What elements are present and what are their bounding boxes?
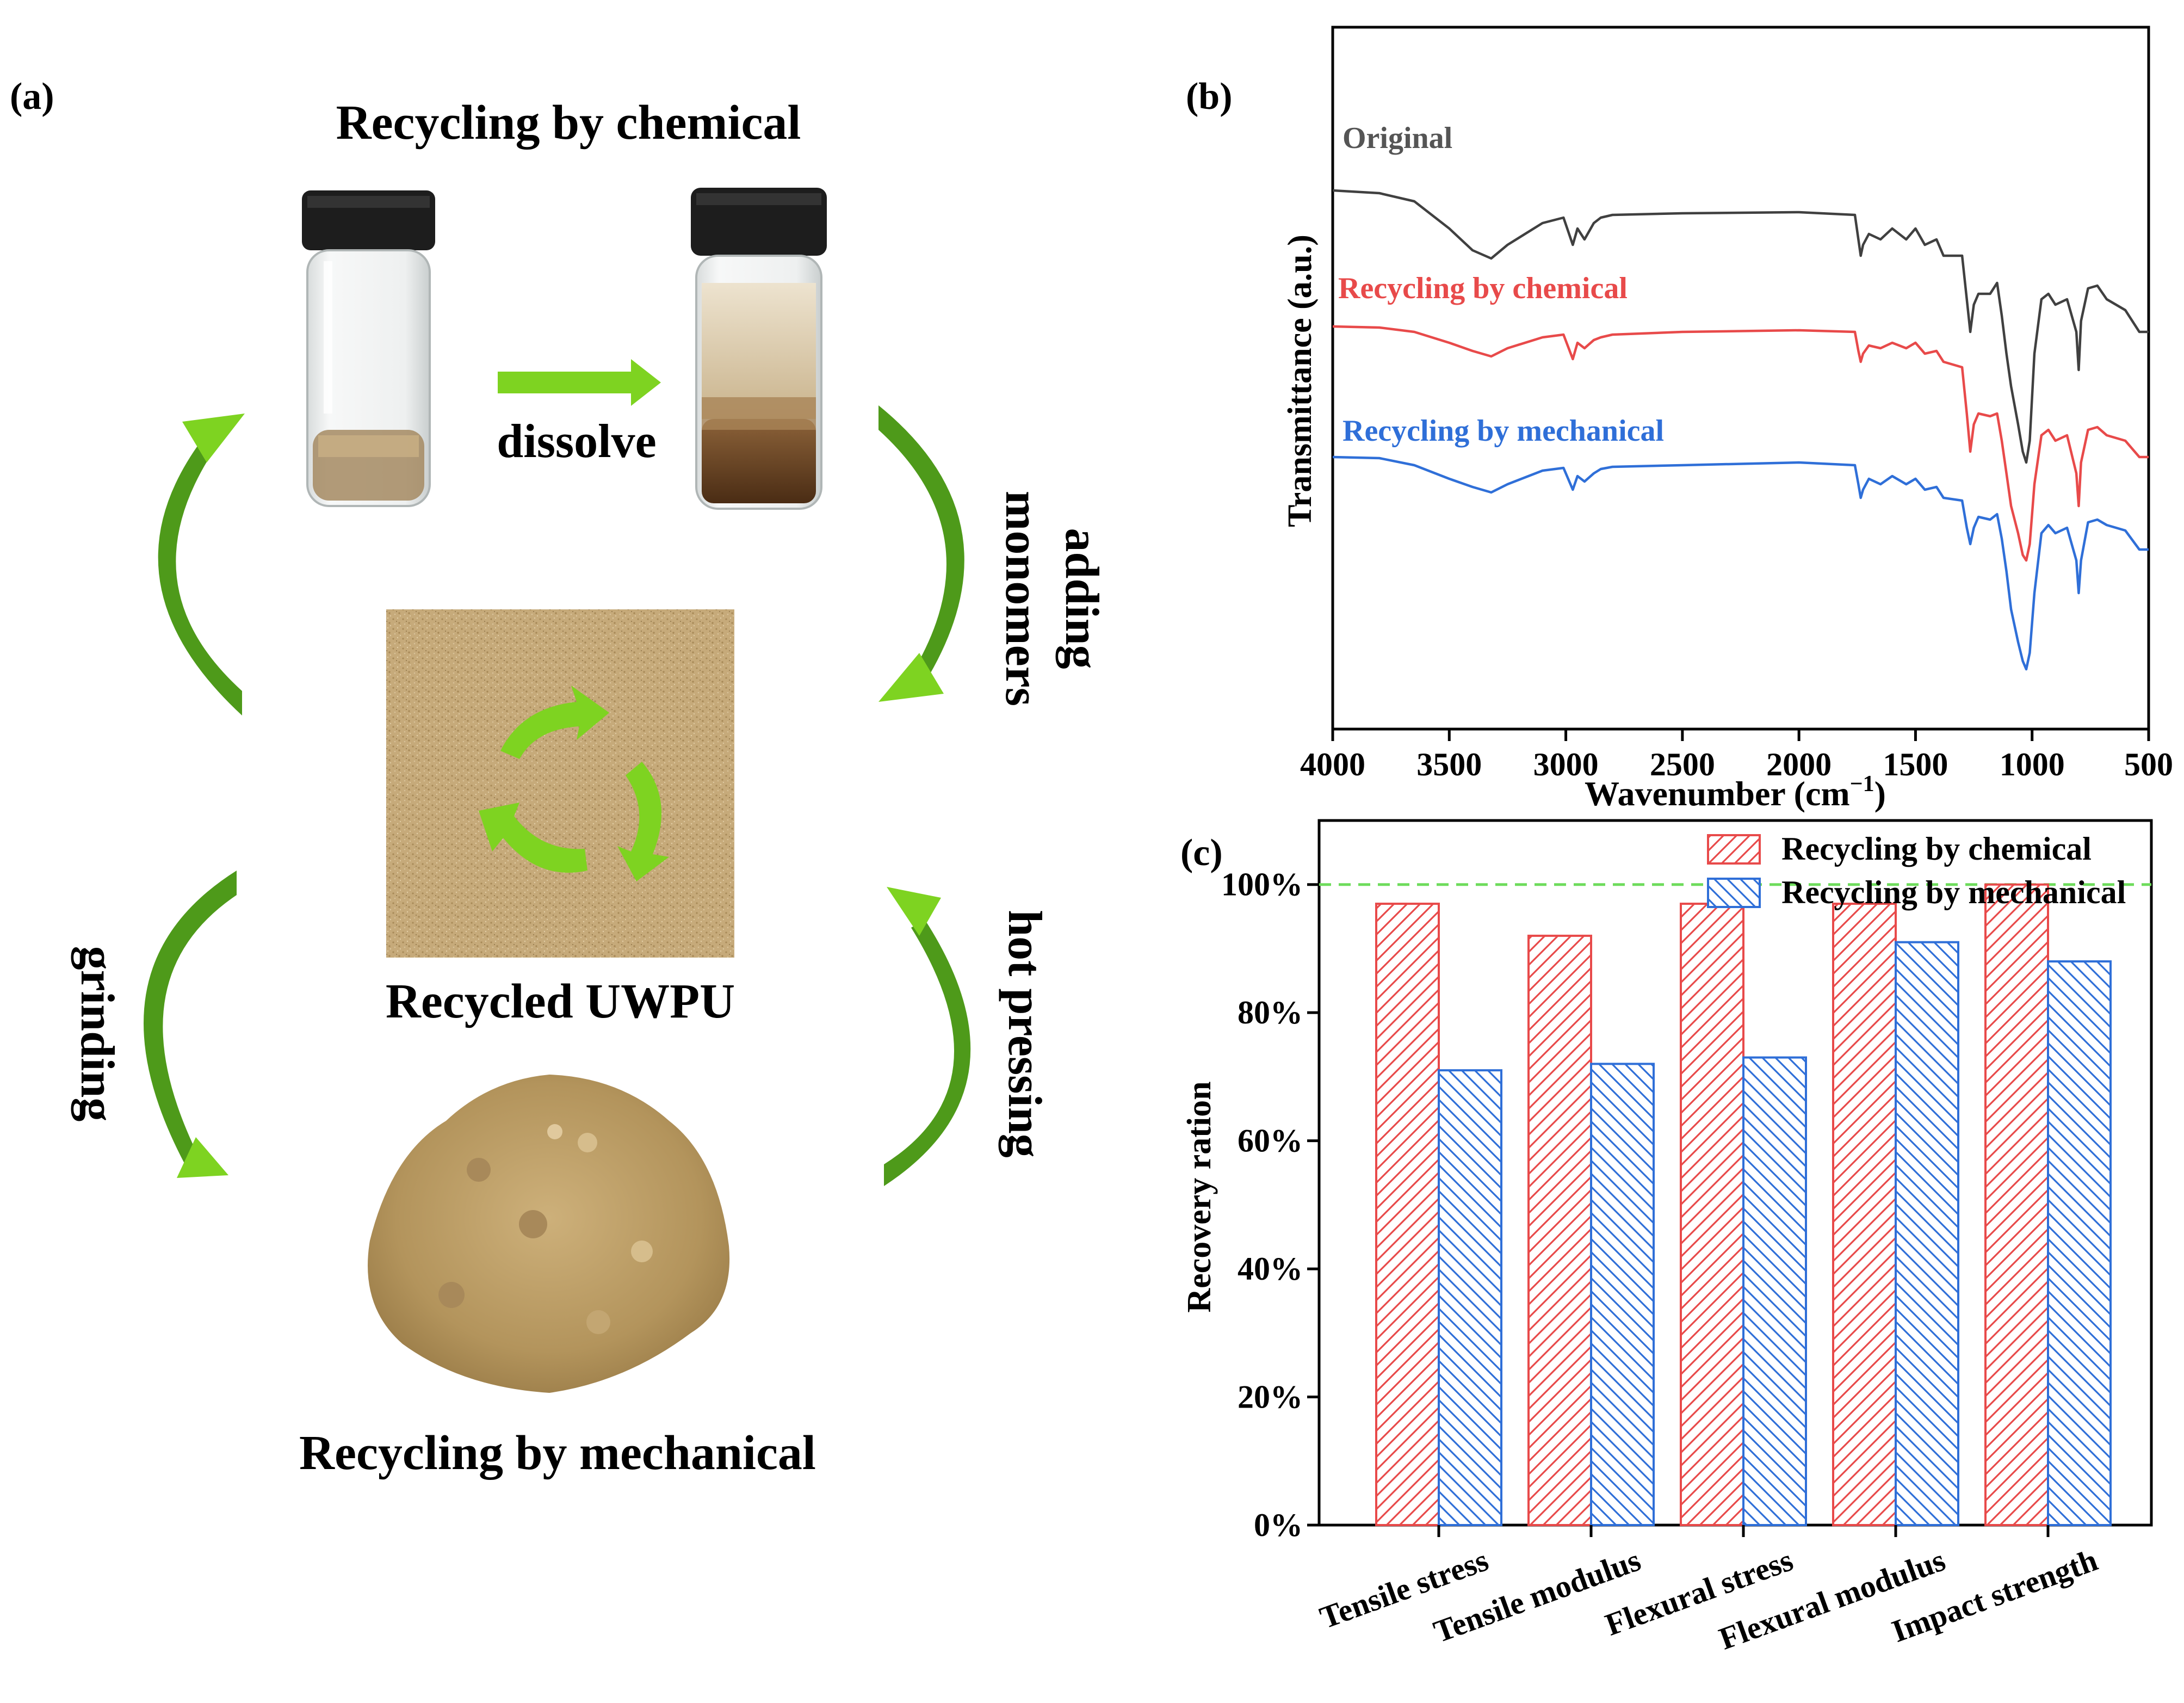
panel-c-y-axis: 0% 20% 40% 60% 80% 100% xyxy=(1221,867,1319,1543)
y-tick-label: 20% xyxy=(1238,1379,1303,1415)
y-tick-label: 40% xyxy=(1238,1251,1303,1287)
annotation-mechanical: Recycling by mechanical xyxy=(1342,414,1664,448)
bar-mechanical xyxy=(1895,941,1959,1526)
bar-chemical xyxy=(1375,903,1440,1526)
bar-mechanical xyxy=(1590,1063,1655,1526)
panel-c-bars xyxy=(1375,883,2112,1527)
grinding-label: grinding xyxy=(71,946,123,1122)
series-line-3 xyxy=(1332,455,2149,671)
legend-swatch-mechanical xyxy=(1707,878,1761,908)
y-tick-label: 80% xyxy=(1238,995,1303,1031)
dissolve-label: dissolve xyxy=(497,415,656,468)
hot-pressing-label: hot pressing xyxy=(998,910,1051,1158)
powder-pile-image xyxy=(368,1075,730,1393)
panel-b-plot-frame xyxy=(1331,26,2150,731)
clear-jar-image xyxy=(302,190,435,507)
bar-chemical xyxy=(1984,883,2049,1526)
recycled-uwpu-image xyxy=(386,609,734,958)
left-upper-arrow xyxy=(158,414,245,715)
panel-a: (a) Recycling by chemical dissolve xyxy=(10,76,1108,1480)
bar-mechanical xyxy=(1742,1056,1807,1527)
grinding-arrow xyxy=(144,871,237,1178)
monomers-label: monomers xyxy=(995,491,1048,706)
legend-label-chemical: Recycling by chemical xyxy=(1781,831,2092,867)
panel-a-title-bottom: Recycling by mechanical xyxy=(299,1426,816,1480)
panel-b-x-axis: 4000 3500 3000 2500 2000 1500 1000 500 xyxy=(1300,729,2173,782)
annotation-chemical: Recycling by chemical xyxy=(1338,272,1628,305)
x-tick-label: 1000 xyxy=(2000,746,2065,782)
panel-a-label: (a) xyxy=(10,76,54,118)
bar-mechanical xyxy=(1438,1069,1502,1526)
bar-chemical xyxy=(1680,903,1744,1526)
x-tick-label: 2500 xyxy=(1650,746,1715,782)
y-tick-label: 60% xyxy=(1238,1123,1303,1159)
dissolved-jar-image xyxy=(691,188,827,510)
x-tick-label: 3500 xyxy=(1416,746,1482,782)
legend-swatch-chemical xyxy=(1707,834,1761,865)
bar-chemical xyxy=(1527,934,1592,1526)
panel-c-legend: Recycling by chemical Recycling by mecha… xyxy=(1707,831,2126,910)
series-line-2 xyxy=(1332,325,2149,562)
y-tick-label: 100% xyxy=(1221,867,1303,903)
legend-label-mechanical: Recycling by mechanical xyxy=(1781,874,2126,910)
x-tick-label: 4000 xyxy=(1300,746,1365,782)
x-tick-label: 2000 xyxy=(1766,746,1832,782)
series-line-1 xyxy=(1332,189,2149,464)
panel-c-label: (c) xyxy=(1180,832,1223,874)
hot-pressing-arrow xyxy=(884,887,971,1186)
adding-label: adding xyxy=(1055,528,1108,669)
panel-b-label: (b) xyxy=(1186,76,1233,118)
recycled-uwpu-label: Recycled UWPU xyxy=(386,974,735,1028)
bar-chemical xyxy=(1832,903,1897,1526)
panel-b-line-chart: (b) 4000 3500 3000 2500 2000 1500 1000 500 Tran… xyxy=(1186,26,2173,813)
panel-b-series xyxy=(1332,189,2149,671)
panel-b-y-axis-label: Transmittance (a.u.) xyxy=(1282,235,1319,527)
x-tick-label: 3000 xyxy=(1533,746,1599,782)
y-tick-label: 0% xyxy=(1254,1507,1303,1543)
panel-c-y-axis-label: Recovery ration xyxy=(1181,1081,1218,1312)
panel-a-title-top: Recycling by chemical xyxy=(336,96,801,150)
adding-monomers-arrow xyxy=(878,405,964,702)
panel-c-bar-chart: (c) 0% 20% 40% 60% 80% 100% Tensile stressTen… xyxy=(1180,819,2153,1657)
dissolve-arrow xyxy=(498,359,661,406)
annotation-original: Original xyxy=(1342,121,1452,155)
bar-mechanical xyxy=(2047,960,2112,1526)
x-tick-label: 1500 xyxy=(1883,746,1948,782)
x-tick-label: 500 xyxy=(2124,746,2173,782)
panel-b-x-axis-label: Wavenumber (cm−1) xyxy=(1585,772,1886,813)
